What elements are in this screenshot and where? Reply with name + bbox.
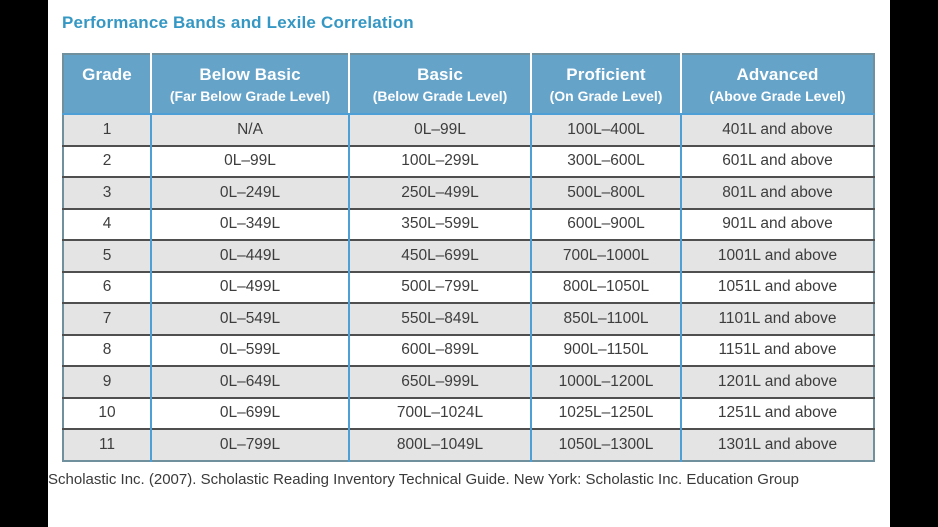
cell-grade: 7 [63, 302, 151, 335]
col-header-advanced: Advanced (Above Grade Level) [680, 54, 874, 115]
cell-advanced: 1301L and above [680, 428, 874, 461]
cell-below-basic: 0L–649L [150, 365, 349, 398]
document-page: Performance Bands and Lexile Correlation… [48, 0, 890, 527]
cell-basic: 600L–899L [348, 333, 531, 366]
cell-basic: 800L–1049L [348, 428, 531, 461]
letterbox-left [0, 0, 48, 527]
cell-advanced: 1051L and above [680, 270, 874, 303]
col-header-label: Grade [82, 65, 132, 84]
col-header-sublabel: (On Grade Level) [549, 88, 663, 104]
col-header-label: Below Basic [199, 65, 301, 84]
cell-grade: 5 [63, 239, 151, 272]
cell-below-basic: 0L–449L [150, 239, 349, 272]
lexile-correlation-table: Grade Below Basic (Far Below Grade Level… [62, 53, 875, 462]
cell-advanced: 801L and above [680, 176, 874, 209]
cell-proficient: 800L–1050L [530, 270, 681, 303]
cell-proficient: 500L–800L [530, 176, 681, 209]
table-row: 8 0L–599L 600L–899L 900L–1150L 1151L and abo… [63, 333, 874, 366]
cell-below-basic: 0L–249L [150, 176, 349, 209]
cell-advanced: 1001L and above [680, 239, 874, 272]
cell-proficient: 900L–1150L [530, 333, 681, 366]
citation-text: Scholastic Inc. (2007). Scholastic Readi… [48, 470, 799, 488]
cell-advanced: 601L and above [680, 144, 874, 177]
cell-advanced: 1151L and above [680, 333, 874, 366]
cell-below-basic: 0L–99L [150, 144, 349, 177]
table-row: 2 0L–99L 100L–299L 300L–600L 601L and above [63, 144, 874, 177]
cell-grade: 3 [63, 176, 151, 209]
col-header-basic: Basic (Below Grade Level) [348, 54, 531, 115]
col-header-sublabel: (Far Below Grade Level) [169, 88, 331, 104]
col-header-label: Basic [417, 65, 463, 84]
col-header-label: Advanced [736, 65, 819, 84]
table-row: 3 0L–249L 250L–499L 500L–800L 801L and above [63, 176, 874, 209]
cell-grade: 8 [63, 333, 151, 366]
cell-advanced: 1201L and above [680, 365, 874, 398]
cell-basic: 350L–599L [348, 207, 531, 240]
cell-below-basic: N/A [150, 114, 349, 146]
cell-below-basic: 0L–349L [150, 207, 349, 240]
table-row: 10 0L–699L 700L–1024L 1025L–1250L 1251L and … [63, 396, 874, 429]
col-header-proficient: Proficient (On Grade Level) [530, 54, 681, 115]
cell-below-basic: 0L–499L [150, 270, 349, 303]
col-header-below-basic: Below Basic (Far Below Grade Level) [150, 54, 349, 115]
col-header-grade: Grade [63, 54, 151, 115]
cell-proficient: 100L–400L [530, 114, 681, 146]
col-header-sublabel: (Above Grade Level) [709, 88, 846, 104]
cell-basic: 700L–1024L [348, 396, 531, 429]
cell-proficient: 1050L–1300L [530, 428, 681, 461]
cell-grade: 2 [63, 144, 151, 177]
table-row: 5 0L–449L 450L–699L 700L–1000L 1001L and abo… [63, 239, 874, 272]
table-row: 9 0L–649L 650L–999L 1000L–1200L 1201L and ab… [63, 365, 874, 398]
cell-basic: 500L–799L [348, 270, 531, 303]
letterbox-right [890, 0, 938, 527]
cell-proficient: 1025L–1250L [530, 396, 681, 429]
cell-below-basic: 0L–699L [150, 396, 349, 429]
cell-below-basic: 0L–549L [150, 302, 349, 335]
cell-below-basic: 0L–599L [150, 333, 349, 366]
header-row: Grade Below Basic (Far Below Grade Level… [63, 54, 874, 115]
cell-basic: 0L–99L [348, 114, 531, 146]
table-row: 1 N/A 0L–99L 100L–400L 401L and above [63, 114, 874, 146]
cell-basic: 100L–299L [348, 144, 531, 177]
cell-proficient: 1000L–1200L [530, 365, 681, 398]
cell-basic: 650L–999L [348, 365, 531, 398]
cell-advanced: 1101L and above [680, 302, 874, 335]
cell-basic: 550L–849L [348, 302, 531, 335]
table-row: 7 0L–549L 550L–849L 850L–1100L 1101L and abo… [63, 302, 874, 335]
cell-proficient: 600L–900L [530, 207, 681, 240]
cell-advanced: 1251L and above [680, 396, 874, 429]
cell-grade: 4 [63, 207, 151, 240]
cell-grade: 9 [63, 365, 151, 398]
cell-advanced: 901L and above [680, 207, 874, 240]
lexile-table-body: 1 N/A 0L–99L 100L–400L 401L and above 2 0L–99L… [63, 114, 874, 461]
col-header-sublabel: (Below Grade Level) [372, 88, 508, 104]
cell-grade: 11 [63, 428, 151, 461]
page-title: Performance Bands and Lexile Correlation [62, 13, 414, 32]
cell-below-basic: 0L–799L [150, 428, 349, 461]
col-header-label: Proficient [566, 65, 646, 84]
table-header: Grade Below Basic (Far Below Grade Level… [63, 54, 874, 115]
cell-proficient: 700L–1000L [530, 239, 681, 272]
table-row: 6 0L–499L 500L–799L 800L–1050L 1051L and abo… [63, 270, 874, 303]
cell-grade: 1 [63, 114, 151, 146]
cell-advanced: 401L and above [680, 114, 874, 146]
cell-basic: 450L–699L [348, 239, 531, 272]
table-row: 11 0L–799L 800L–1049L 1050L–1300L 1301L and … [63, 428, 874, 461]
cell-proficient: 850L–1100L [530, 302, 681, 335]
cell-proficient: 300L–600L [530, 144, 681, 177]
cell-grade: 10 [63, 396, 151, 429]
cell-grade: 6 [63, 270, 151, 303]
table-row: 4 0L–349L 350L–599L 600L–900L 901L and above [63, 207, 874, 240]
cell-basic: 250L–499L [348, 176, 531, 209]
